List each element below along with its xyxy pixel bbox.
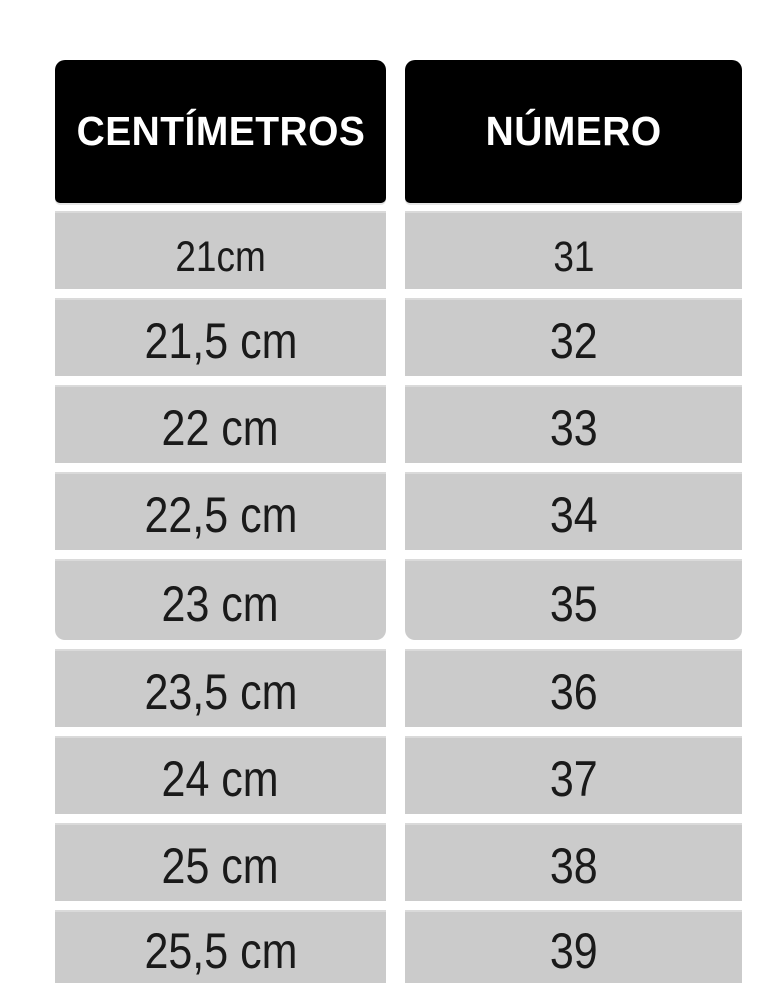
table-cell-value: 33 — [549, 400, 598, 456]
table-cell-value: 39 — [549, 922, 598, 979]
column-header-centimetros-label: CENTÍMETROS — [76, 108, 365, 154]
table-cell: 31 — [405, 211, 742, 289]
table-cell: 25 cm — [55, 823, 386, 901]
table-cell-value: 35 — [549, 575, 598, 632]
table-cell-value: 23,5 cm — [144, 664, 297, 720]
table-cell: 35 — [405, 559, 742, 640]
table-cell: 24 cm — [55, 736, 386, 814]
table-cell-value: 22,5 cm — [144, 487, 297, 543]
table-cell-value: 23 cm — [161, 575, 280, 632]
column-header-centimetros: CENTÍMETROS — [55, 60, 386, 203]
table-cell: 23 cm — [55, 559, 386, 640]
table-cell: 33 — [405, 385, 742, 463]
table-cell: 21cm — [55, 211, 386, 289]
column-header-numero: NÚMERO — [405, 60, 742, 203]
table-cell: 22 cm — [55, 385, 386, 463]
table-cell: 25,5 cm — [55, 910, 386, 983]
table-cell-value: 21cm — [175, 232, 266, 281]
table-cell-value: 34 — [549, 487, 598, 543]
table-cell: 39 — [405, 910, 742, 983]
table-cell: 32 — [405, 298, 742, 376]
column-header-numero-label: NÚMERO — [485, 108, 662, 154]
table-cell: 22,5 cm — [55, 472, 386, 550]
table-cell: 37 — [405, 736, 742, 814]
table-cell-value: 24 cm — [161, 751, 280, 807]
table-cell-value: 36 — [549, 664, 598, 720]
table-cell-value: 32 — [549, 313, 598, 369]
table-cell-value: 25 cm — [161, 838, 280, 894]
table-cell-value: 25,5 cm — [144, 922, 297, 979]
column-centimetros: CENTÍMETROS 21cm 21,5 cm 22 cm 22,5 cm 23 cm… — [55, 60, 386, 983]
column-numero: NÚMERO 31 32 33 34 35 36 37 38 39 — [405, 60, 742, 983]
table-cell: 34 — [405, 472, 742, 550]
table-cell: 36 — [405, 649, 742, 727]
table-cell: 23,5 cm — [55, 649, 386, 727]
table-cell-value: 22 cm — [161, 400, 280, 456]
table-cell-value: 37 — [549, 751, 598, 807]
table-cell-value: 31 — [552, 232, 595, 281]
table-cell: 21,5 cm — [55, 298, 386, 376]
table-cell-value: 38 — [549, 838, 598, 894]
table-cell: 38 — [405, 823, 742, 901]
table-cell-value: 21,5 cm — [144, 313, 297, 369]
